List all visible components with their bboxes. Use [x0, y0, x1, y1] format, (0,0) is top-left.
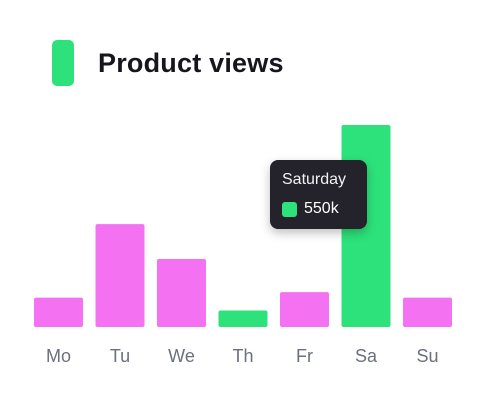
bar-mo[interactable] [34, 297, 83, 327]
x-tick-label: Tu [110, 346, 130, 366]
legend-swatch [52, 40, 74, 86]
x-tick-label: Th [232, 346, 253, 366]
bar-fr[interactable] [280, 292, 329, 327]
x-tick-label: We [168, 346, 195, 366]
x-tick-label: Su [416, 346, 438, 366]
tooltip-value: 550k [304, 200, 339, 217]
bar-th[interactable] [218, 310, 268, 327]
legend-label: Product views [98, 47, 284, 78]
x-tick-label: Sa [355, 346, 378, 366]
bar-su[interactable] [403, 297, 452, 327]
legend: Product views [52, 40, 284, 86]
bar-tu[interactable] [95, 224, 145, 327]
tooltip-row: 550k [282, 199, 355, 219]
bars-group [34, 125, 452, 327]
x-axis-ticks: Mo Tu We Th Fr Sa Su [46, 346, 439, 366]
tooltip-title: Saturday [282, 171, 347, 188]
bar-we[interactable] [157, 259, 206, 327]
x-tick-label: Mo [46, 346, 71, 366]
chart-tooltip: Saturday 550k [270, 160, 367, 229]
tooltip-swatch [282, 201, 297, 217]
x-tick-label: Fr [296, 346, 313, 366]
